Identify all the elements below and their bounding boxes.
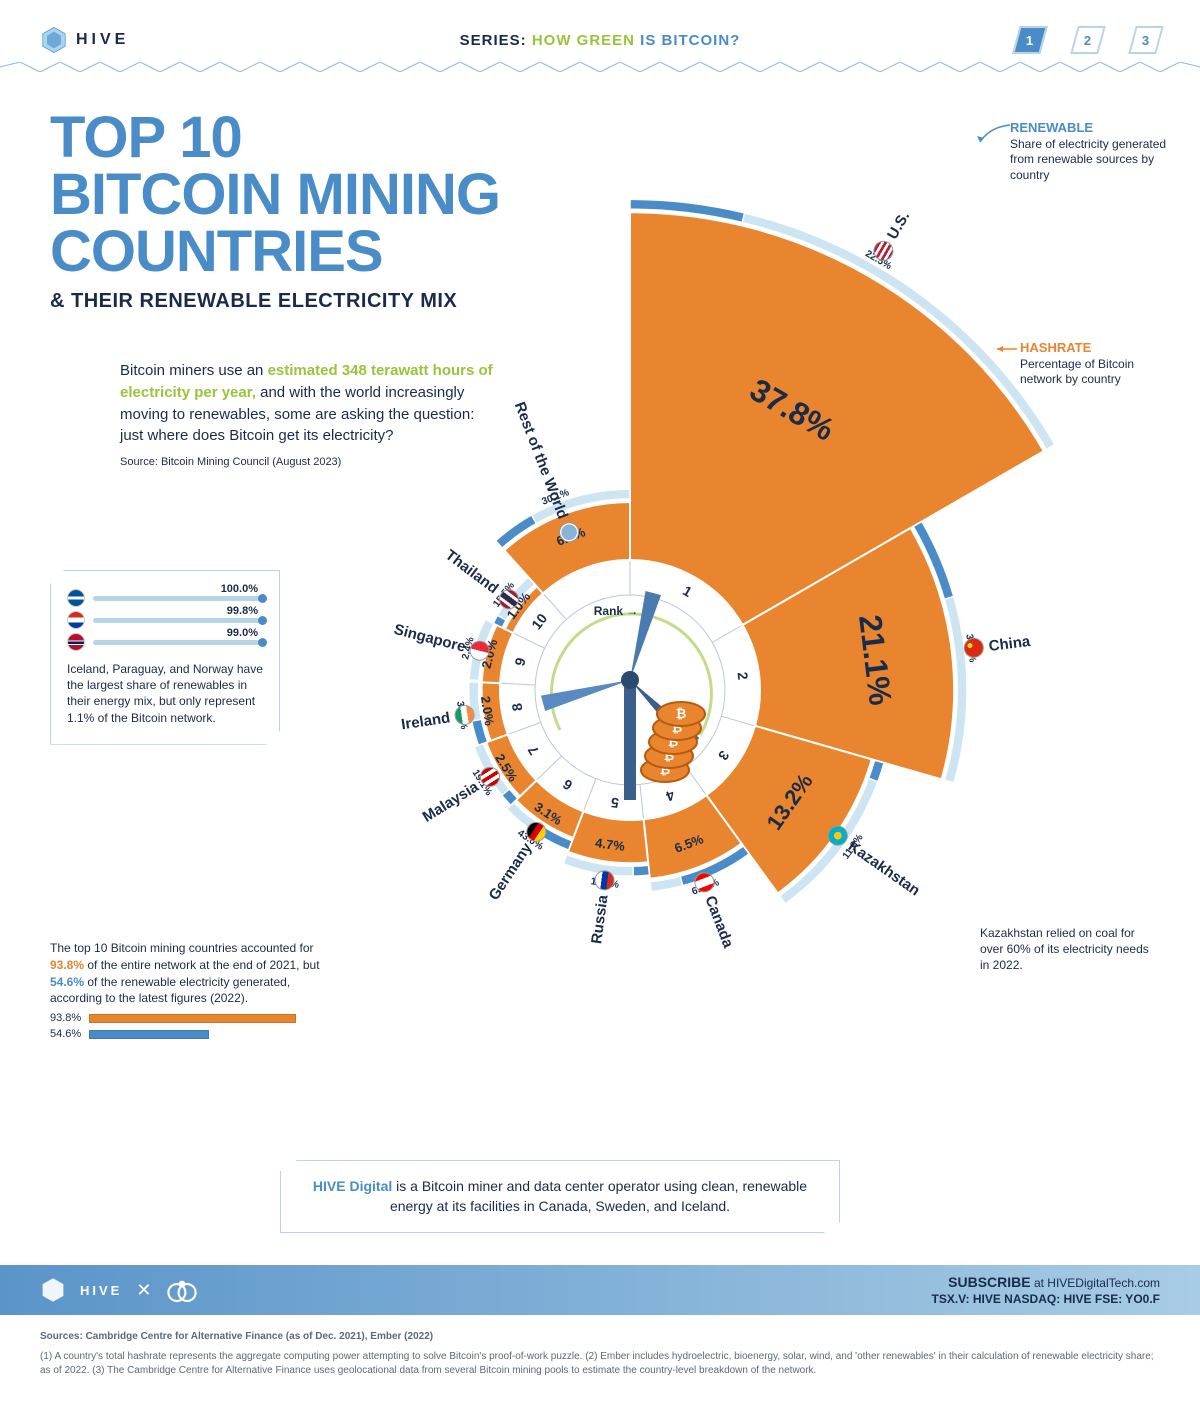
- footer-subscribe: SUBSCRIBE at HIVEDigitalTech.com TSX.V: …: [932, 1274, 1161, 1306]
- sidebox-row: 99.0%: [67, 633, 263, 651]
- sidebox-top-renewables: 100.0% 99.8% 99.0% Iceland, Paraguay, and …: [50, 570, 280, 745]
- series-green: HOW GREEN: [532, 32, 635, 49]
- flag-icon: [453, 703, 476, 726]
- polar-svg: ₿₿₿₿₿: [180, 130, 1080, 1030]
- footer-logos: HIVE ✕: [40, 1277, 199, 1303]
- sources-line2: (1) A country's total hashrate represent…: [40, 1350, 1160, 1378]
- bar-value: 100.0%: [221, 582, 258, 597]
- bar: 99.8%: [93, 618, 263, 623]
- step-3[interactable]: 3: [1128, 26, 1164, 54]
- bar: 99.0%: [93, 640, 263, 645]
- hive-logo-icon: [40, 1277, 66, 1303]
- country-name: China: [988, 632, 1031, 654]
- brand-name-footer: HIVE: [80, 1283, 122, 1298]
- sidebox-text: Iceland, Paraguay, and Norway have the l…: [67, 661, 263, 726]
- step-1[interactable]: 1: [1012, 26, 1048, 54]
- mini-bar-label: 93.8%: [50, 1011, 81, 1026]
- footer-brand: HIVE Digital: [313, 1178, 392, 1194]
- flag-icon: [67, 633, 85, 651]
- sources-line1: Sources: Cambridge Centre for Alternativ…: [40, 1330, 1160, 1344]
- flag-icon: [594, 869, 616, 891]
- series-title: SERIES: HOW GREEN IS BITCOIN?: [460, 32, 741, 49]
- hive-logo-icon: [40, 26, 68, 54]
- mini-bar-fill: [89, 1030, 209, 1039]
- mini-bar-label: 54.6%: [50, 1027, 81, 1042]
- footer-callout: HIVE Digital is a Bitcoin miner and data…: [280, 1160, 840, 1233]
- series-rest: IS BITCOIN?: [635, 32, 740, 49]
- mini-bar: 54.6%: [50, 1029, 330, 1039]
- partner-logo-icon: [165, 1277, 199, 1303]
- series-prefix: SERIES:: [460, 32, 532, 49]
- flag-icon: [963, 637, 985, 659]
- note-kazakhstan: Kazakhstan relied on coal for over 60% o…: [980, 925, 1160, 974]
- rank-label: Rank →: [594, 602, 639, 620]
- brand-logo: HIVE: [40, 26, 129, 54]
- sources: Sources: Cambridge Centre for Alternativ…: [40, 1330, 1160, 1378]
- footer-bar: HIVE ✕ SUBSCRIBE at HIVEDigitalTech.com …: [0, 1265, 1200, 1315]
- top-bar: HIVE SERIES: HOW GREEN IS BITCOIN? 1 2 3: [0, 20, 1200, 60]
- brand-name: HIVE: [76, 31, 129, 49]
- svg-text:₿: ₿: [676, 706, 687, 721]
- footer-text: is a Bitcoin miner and data center opera…: [390, 1178, 807, 1214]
- footer-tickers: TSX.V: HIVE NASDAQ: HIVE FSE: YO0.F: [932, 1292, 1161, 1306]
- flag-icon: [67, 611, 85, 629]
- mini-bar: 93.8%: [50, 1013, 330, 1023]
- step-2[interactable]: 2: [1070, 26, 1106, 54]
- zigzag-divider: [0, 62, 1200, 72]
- bar: 100.0%: [93, 596, 263, 601]
- step-nav: 1 2 3: [1016, 26, 1160, 54]
- bar-value: 99.8%: [227, 604, 258, 619]
- mini-bar-fill: [89, 1014, 295, 1023]
- bar-value: 99.0%: [227, 626, 258, 641]
- note-top10: The top 10 Bitcoin mining countries acco…: [50, 940, 330, 1039]
- flag-icon: [67, 589, 85, 607]
- polar-chart: ₿₿₿₿₿: [180, 130, 1080, 1030]
